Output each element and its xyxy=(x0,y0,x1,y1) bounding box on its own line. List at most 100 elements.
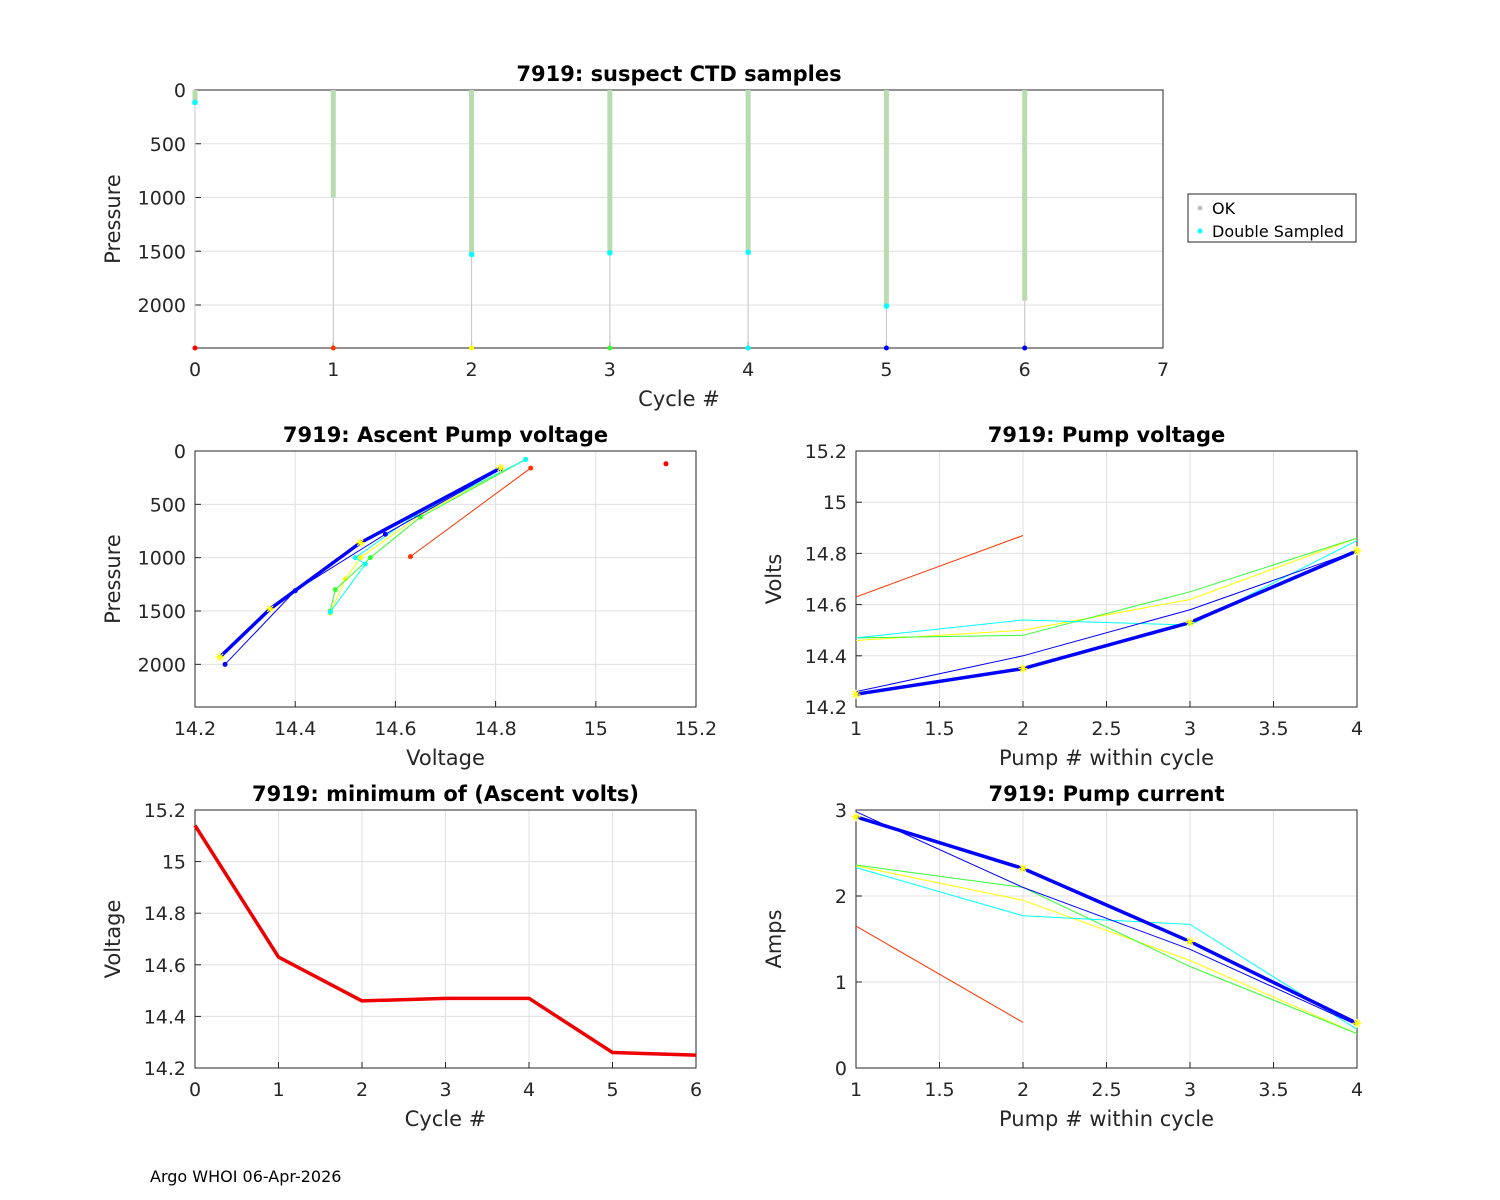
cycle-5-voltage-line xyxy=(224,468,501,665)
legend: OK Double Sampled xyxy=(1187,193,1357,243)
cycle-0-surface-marker xyxy=(192,345,198,351)
cycle-3-double-sampled-point xyxy=(607,250,613,256)
x-axis-label: Cycle # xyxy=(405,1107,487,1131)
chart-title: 7919: Ascent Pump voltage xyxy=(283,423,608,447)
y-tick-label-1: 1 xyxy=(835,972,847,994)
x-tick-label-14-6: 14.6 xyxy=(374,718,416,740)
y-tick-label-0: 0 xyxy=(174,80,186,102)
x-tick-label-7: 7 xyxy=(1157,359,1169,381)
cycle-0-point-0 xyxy=(663,461,669,467)
x-axis-label: Cycle # xyxy=(638,387,720,411)
cycle-6-marker-3 xyxy=(1352,546,1362,556)
x-axis-label: Pump # within cycle xyxy=(999,746,1214,770)
cycle-6-marker-0 xyxy=(851,689,861,699)
x-tick-label-4: 4 xyxy=(1351,718,1363,740)
cycle-4-surface-marker xyxy=(745,345,751,351)
y-tick-label-14-4: 14.4 xyxy=(805,646,847,668)
chart-ascent-pump-voltage: 14.2 14.4 14.6 14.8 15 15.2 0 500 1000 1500 2000 79… xyxy=(101,423,717,770)
y-tick-label-2000: 2000 xyxy=(138,654,186,676)
cycle-6-line xyxy=(855,815,1358,1025)
y-tick-label-1000: 1000 xyxy=(138,548,186,570)
cycle-1-surface-marker xyxy=(330,345,336,351)
y-tick-label-15: 15 xyxy=(823,492,847,514)
cycle-1-line xyxy=(855,535,1024,598)
cycle-5-line xyxy=(855,811,1358,1026)
x-tick-label-4: 4 xyxy=(1351,1079,1363,1101)
y-axis-label: Voltage xyxy=(101,900,125,979)
axes-frame xyxy=(855,450,1358,708)
x-tick-label-5: 5 xyxy=(606,1079,618,1101)
y-axis-label: Amps xyxy=(762,909,786,968)
cycle-5-point-1 xyxy=(382,531,388,537)
x-tick-label-2: 2 xyxy=(1017,718,1029,740)
x-tick-label-1-5: 1.5 xyxy=(924,1079,954,1101)
x-tick-label-15: 15 xyxy=(584,718,608,740)
axes-frame xyxy=(194,809,697,1069)
cycle-2-double-sampled-point xyxy=(468,251,475,258)
cycle-5-double-sampled-point xyxy=(883,303,890,309)
cycle-3-line xyxy=(855,537,1358,639)
axes-frame xyxy=(855,809,1358,1069)
chart-pump-voltage: 1 1.5 2 2.5 3 3.5 4 14.2 14.4 14.6 14.8 15 15.2 7919:… xyxy=(762,423,1363,770)
cycle-0-double-sampled-point xyxy=(192,99,198,106)
x-tick-label-3: 3 xyxy=(1184,1079,1196,1101)
cycle-4-line xyxy=(855,540,1358,639)
y-tick-label-1500: 1500 xyxy=(138,241,186,263)
cycle-6-point-2 xyxy=(265,604,275,614)
y-axis-label: Pressure xyxy=(101,534,125,624)
chart-title: 7919: Pump current xyxy=(988,782,1224,806)
y-tick-label-500: 500 xyxy=(150,134,186,156)
x-tick-label-14-8: 14.8 xyxy=(474,718,516,740)
x-tick-label-15-2: 15.2 xyxy=(675,718,717,740)
x-tick-label-2-5: 2.5 xyxy=(1091,1079,1121,1101)
cycle-4-point-3 xyxy=(362,561,368,567)
y-tick-label-14-2: 14.2 xyxy=(144,1058,186,1080)
cycle-1-point-0 xyxy=(528,465,534,471)
axes-frame xyxy=(194,450,697,708)
x-tick-label-2: 2 xyxy=(356,1079,368,1101)
y-tick-label-0: 0 xyxy=(174,441,186,463)
cycle-3-point-3 xyxy=(332,587,338,593)
x-tick-label-14-2: 14.2 xyxy=(174,718,216,740)
cycle-6-voltage-line xyxy=(218,466,502,659)
x-tick-label-3-5: 3.5 xyxy=(1258,1079,1288,1101)
x-tick-label-3-5: 3.5 xyxy=(1258,718,1288,740)
x-axis-label: Voltage xyxy=(406,746,485,770)
chart-suspect-ctd-samples: 0 1 2 3 4 5 6 7 0 500 1000 1500 2000 7919: suspect CT… xyxy=(101,62,1169,411)
cycle-4-point-4 xyxy=(327,609,333,615)
y-tick-label-14-6: 14.6 xyxy=(805,595,847,617)
chart-title: 7919: minimum of (Ascent volts) xyxy=(252,782,639,806)
minimum-voltage-line xyxy=(193,824,697,1057)
x-tick-label-1: 1 xyxy=(850,1079,862,1101)
x-tick-label-2-5: 2.5 xyxy=(1091,718,1121,740)
cycle-2-surface-marker xyxy=(469,345,475,351)
cycle-2-line xyxy=(855,865,1358,1035)
cycle-6-marker-1 xyxy=(1018,863,1028,873)
x-tick-label-6: 6 xyxy=(690,1079,702,1101)
cycle-6-marker-2 xyxy=(1185,618,1195,628)
x-tick-label-1: 1 xyxy=(850,718,862,740)
cycle-3-surface-marker xyxy=(607,345,613,351)
cycle-6-surface-marker xyxy=(1022,345,1028,351)
cycle-4-point-0 xyxy=(523,457,529,463)
legend-box xyxy=(1187,193,1357,243)
plot-area xyxy=(195,90,1163,348)
x-tick-label-5: 5 xyxy=(880,359,892,381)
cycle-3-point-1 xyxy=(417,514,423,520)
cycle-6-marker-2 xyxy=(1185,937,1195,947)
x-tick-label-14-4: 14.4 xyxy=(274,718,316,740)
cycle-6-marker-1 xyxy=(1018,664,1028,674)
cycle-6-point-1 xyxy=(355,538,365,548)
x-tick-label-1: 1 xyxy=(272,1079,284,1101)
cycle-6-marker-0 xyxy=(851,812,861,822)
cycle-4-double-sampled-point xyxy=(745,249,751,256)
y-tick-label-3: 3 xyxy=(835,800,847,822)
footer-text: Argo WHOI 06-Apr-2026 xyxy=(150,1167,341,1186)
legend-double-marker xyxy=(1197,228,1203,234)
y-tick-label-500: 500 xyxy=(150,494,186,516)
y-tick-label-15-2: 15.2 xyxy=(805,441,847,463)
y-tick-label-14-8: 14.8 xyxy=(144,903,186,925)
x-tick-label-1-5: 1.5 xyxy=(924,718,954,740)
cycle-6-point-0 xyxy=(496,463,506,473)
